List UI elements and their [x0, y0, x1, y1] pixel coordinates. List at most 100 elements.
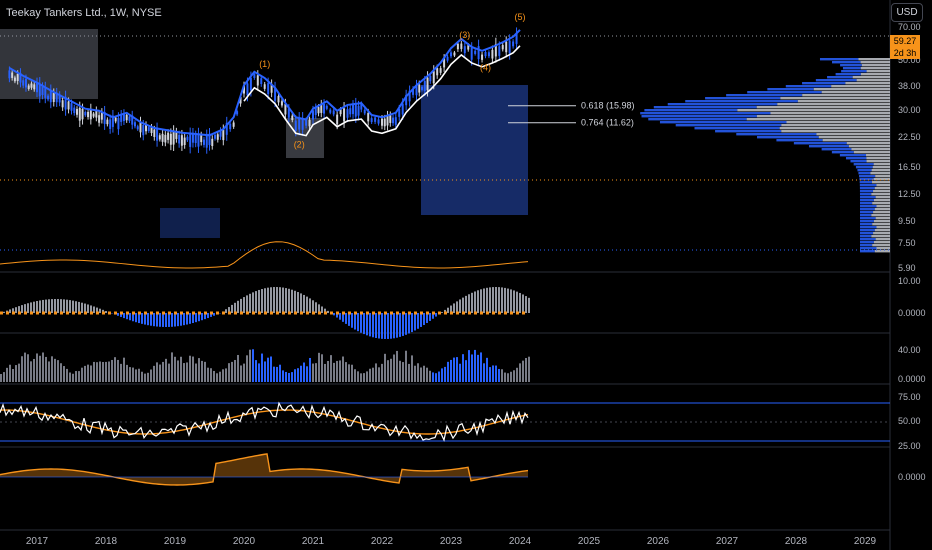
price-axis-label: 9.50 [898, 216, 916, 226]
oscillator-bar [288, 288, 290, 313]
oscillator-bar [81, 302, 83, 313]
volume-strength-bar [222, 369, 224, 382]
oscillator-bar [255, 291, 257, 313]
volume-profile-bar [746, 118, 890, 121]
volume-strength-bar [285, 371, 287, 382]
volume-profile-bar [872, 244, 890, 247]
oscillator-bar [168, 313, 170, 327]
volume-profile-bar [866, 154, 890, 157]
volume-profile-bar [860, 232, 874, 235]
volume-profile-bar [831, 151, 854, 154]
volume-profile-bar [876, 226, 890, 229]
oscillator-bar [372, 313, 374, 338]
volume-strength-bar [444, 366, 446, 382]
volume-profile-bar [876, 247, 890, 250]
volume-strength-bar [528, 356, 530, 382]
volume-profile-bar [859, 193, 872, 196]
vs-axis-label: 40.00 [898, 345, 921, 355]
candle-body [389, 115, 392, 123]
volume-profile-bar [860, 244, 873, 247]
volume-strength-bar [387, 360, 389, 382]
volume-profile-bar [851, 148, 890, 151]
oscillator-bar [453, 303, 455, 313]
oscillator-bar [138, 313, 140, 324]
volume-strength-bar [291, 372, 293, 382]
candle-body [512, 41, 515, 47]
candle-body [352, 104, 355, 115]
oscillator-bar [21, 305, 23, 313]
oscillator-bar [252, 292, 254, 313]
oscillator-bar [234, 302, 236, 313]
oscillator-bar [492, 287, 494, 313]
rsi-axis-label: 75.00 [898, 392, 921, 402]
vs-axis-label: 0.0000 [898, 374, 926, 384]
volume-profile-bar [871, 169, 890, 172]
volume-profile-bar [872, 202, 890, 205]
oscillator-bar [60, 299, 62, 313]
candle-body [128, 116, 131, 121]
volume-profile-bar [857, 169, 872, 172]
candle-body [314, 107, 317, 116]
volume-strength-bar [3, 372, 5, 382]
last-price-badge: 59.27 [890, 35, 920, 47]
volume-strength-bar [21, 356, 23, 382]
volume-strength-bar [195, 363, 197, 382]
oscillator-bar [204, 313, 206, 320]
volume-profile-bar [737, 109, 890, 112]
volume-strength-bar [144, 373, 146, 382]
oscillator-bar [177, 313, 179, 327]
oscillator-bar [186, 313, 188, 325]
volume-strength-bar [168, 363, 170, 382]
volume-profile-bar [756, 115, 890, 118]
volume-profile-bar [874, 187, 890, 190]
candle-body [150, 126, 153, 134]
volume-strength-bar [399, 360, 401, 382]
volume-strength-bar [96, 362, 98, 382]
volume-strength-bar [48, 361, 50, 382]
volume-strength-bar [183, 363, 185, 382]
volume-strength-bar [354, 369, 356, 382]
volume-strength-bar [462, 354, 464, 382]
candle-body [219, 130, 222, 137]
oscillator-bar [75, 301, 77, 313]
oscillator-bar [459, 299, 461, 313]
candle-body [92, 113, 95, 117]
candle-body [374, 117, 377, 122]
oscillator-bar [318, 304, 320, 313]
oscillator-bar [369, 313, 371, 337]
candle-body [446, 56, 449, 61]
oscillator-bar [321, 306, 323, 313]
oscillator-bar [294, 290, 296, 313]
volume-profile-bar [827, 76, 853, 79]
volume-strength-bar [108, 361, 110, 382]
oscillator-bar [405, 313, 407, 335]
volume-profile-bar [871, 214, 890, 217]
volume-strength-bar [432, 372, 434, 382]
candle-body [332, 110, 335, 115]
candle-body [501, 45, 504, 50]
oscillator-bar [189, 313, 191, 324]
oscillator-bar [72, 300, 74, 313]
volume-profile-bar [842, 67, 861, 70]
candle-body [312, 110, 314, 120]
oscillator-bar [87, 304, 89, 313]
candle-body [323, 103, 326, 114]
candle-body [477, 46, 480, 60]
candle-body [336, 114, 339, 125]
candle-body [109, 119, 112, 129]
volume-strength-bar [327, 360, 329, 382]
candle-body [49, 90, 52, 103]
price-axis-label: 7.50 [898, 238, 916, 248]
ma-blue-line [8, 29, 521, 137]
oscillator-bar [384, 313, 386, 339]
price-axis-label: 5.90 [898, 263, 916, 273]
candle-body [432, 71, 435, 84]
currency-button[interactable]: USD [891, 3, 923, 22]
volume-strength-bar [111, 359, 113, 382]
volume-strength-bar [105, 361, 107, 382]
volume-strength-bar [273, 366, 275, 382]
volume-profile-bar [835, 73, 861, 76]
volume-strength-bar [492, 365, 494, 382]
candle-body [460, 43, 463, 49]
